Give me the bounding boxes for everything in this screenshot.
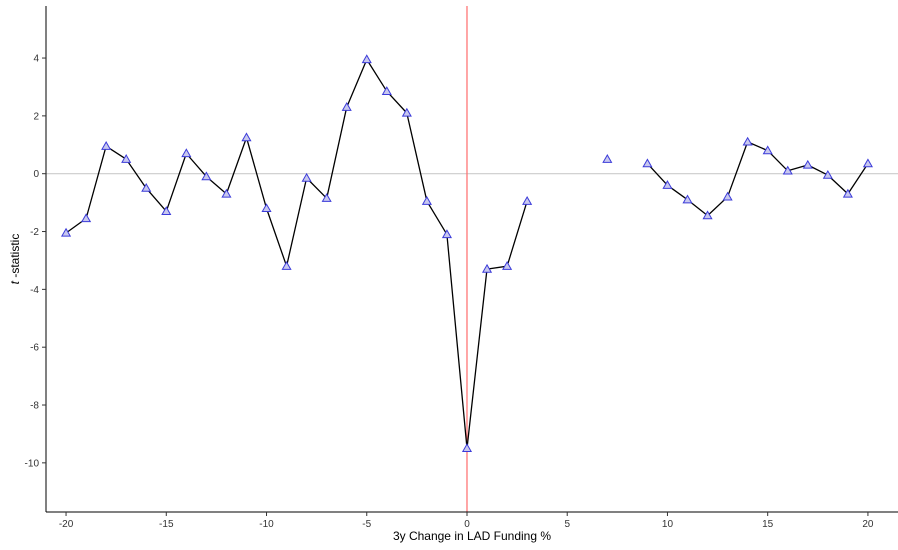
x-tick-label: 10 — [662, 519, 674, 530]
data-point — [241, 132, 252, 142]
data-point — [81, 213, 92, 223]
data-point — [662, 180, 673, 189]
x-tick-label: -15 — [159, 519, 174, 530]
data-point — [782, 165, 793, 175]
data-point — [682, 194, 693, 204]
data-point — [522, 195, 533, 205]
data-point — [461, 443, 473, 453]
data-point — [742, 136, 753, 146]
y-axis-title-rest: -statistic — [8, 234, 22, 281]
y-axis-title: t -statistic — [8, 234, 22, 285]
data-point — [481, 263, 493, 273]
data-point — [221, 188, 232, 198]
data-point — [341, 101, 352, 111]
reference-lines — [46, 6, 898, 512]
data-point — [321, 193, 332, 202]
data-point — [281, 261, 292, 270]
data-point — [441, 229, 453, 239]
x-tick-label: 0 — [464, 519, 470, 530]
y-tick-label: 4 — [33, 54, 39, 65]
y-tick-label: -2 — [30, 227, 39, 238]
data-point — [762, 145, 773, 155]
data-points — [60, 54, 873, 453]
y-tick-label: -8 — [30, 401, 39, 412]
data-point — [381, 86, 392, 95]
data-point — [181, 148, 192, 158]
data-point — [802, 159, 813, 169]
x-tick-label: -10 — [259, 519, 274, 530]
series-line — [646, 141, 869, 217]
y-tick-label: 2 — [33, 111, 39, 122]
y-axis-title-italic: t — [8, 280, 22, 284]
data-point — [822, 169, 833, 179]
data-point — [101, 141, 112, 150]
data-point — [722, 191, 733, 201]
y-ticks: 4 2 0 -2 -4 -6 -8 -10 — [25, 54, 46, 469]
x-tick-label: 15 — [762, 519, 774, 530]
data-point — [121, 154, 132, 163]
data-point — [502, 261, 513, 270]
data-point — [602, 154, 613, 163]
x-tick-label: 20 — [862, 519, 874, 530]
y-tick-label: 0 — [33, 169, 39, 180]
data-point — [161, 206, 172, 215]
y-tick-label: -10 — [25, 458, 40, 469]
data-point — [201, 171, 212, 181]
data-point — [702, 210, 713, 220]
x-tick-label: 5 — [564, 519, 570, 530]
series-line — [65, 58, 528, 450]
data-point — [261, 203, 272, 213]
x-tick-label: -5 — [362, 519, 371, 530]
y-tick-label: -6 — [30, 343, 39, 354]
data-point — [642, 158, 653, 168]
axes — [45, 6, 898, 513]
x-ticks: -20 -15 -10 -5 0 5 10 15 20 — [59, 512, 874, 530]
data-point — [141, 182, 152, 192]
data-point — [301, 172, 312, 182]
x-tick-label: -20 — [59, 519, 74, 530]
data-point — [842, 188, 853, 198]
y-tick-label: -4 — [30, 285, 39, 296]
data-point — [401, 107, 412, 117]
data-point — [361, 54, 372, 64]
x-axis-title: 3y Change in LAD Funding % — [393, 529, 551, 543]
data-point — [421, 195, 432, 205]
data-point — [60, 227, 72, 237]
data-point — [862, 158, 873, 168]
